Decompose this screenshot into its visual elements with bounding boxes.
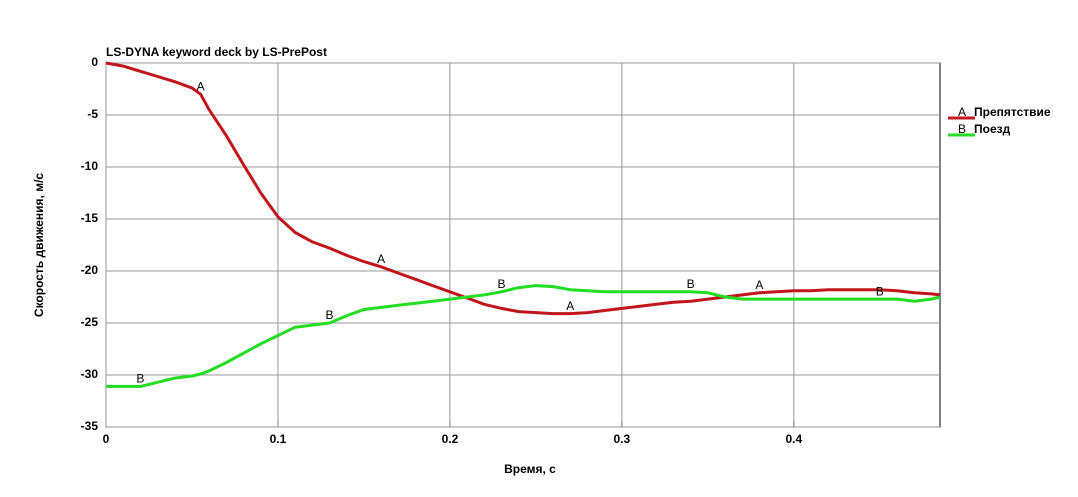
curve-marker: A: [377, 252, 385, 266]
legend-label: Поезд: [974, 122, 1011, 136]
legend-marker: A: [958, 105, 966, 119]
x-tick-label: 0.3: [614, 432, 631, 446]
legend-label: Препятствие: [974, 105, 1051, 119]
y-axis-label: Скорость движения, м/с: [32, 173, 46, 318]
curve-marker: A: [566, 299, 574, 313]
y-tick-label: -15: [81, 211, 99, 225]
chart-title: LS-DYNA keyword deck by LS-PrePost: [106, 45, 327, 59]
curve-marker: B: [876, 284, 884, 298]
curve-marker: A: [197, 79, 205, 93]
curve-marker: B: [136, 372, 144, 386]
y-tick-label: -35: [81, 419, 99, 433]
curve-marker: A: [755, 278, 763, 292]
y-tick-label: -20: [81, 263, 99, 277]
x-tick-label: 0: [103, 432, 110, 446]
x-axis-label: Время, с: [504, 462, 556, 476]
y-tick-label: -10: [81, 159, 99, 173]
legend-marker: B: [958, 122, 966, 136]
curve-marker: B: [687, 277, 695, 291]
series-line: [106, 284, 941, 388]
x-tick-label: 0.2: [442, 432, 459, 446]
y-tick-label: -30: [81, 367, 99, 381]
y-tick-label: -5: [87, 107, 98, 121]
y-tick-label: 0: [91, 55, 98, 69]
curve-marker: B: [497, 277, 505, 291]
x-tick-label: 0.1: [270, 432, 287, 446]
curve-marker: B: [326, 308, 334, 322]
x-tick-label: 0.4: [785, 432, 802, 446]
y-tick-label: -25: [81, 315, 99, 329]
series-line: [105, 61, 941, 316]
